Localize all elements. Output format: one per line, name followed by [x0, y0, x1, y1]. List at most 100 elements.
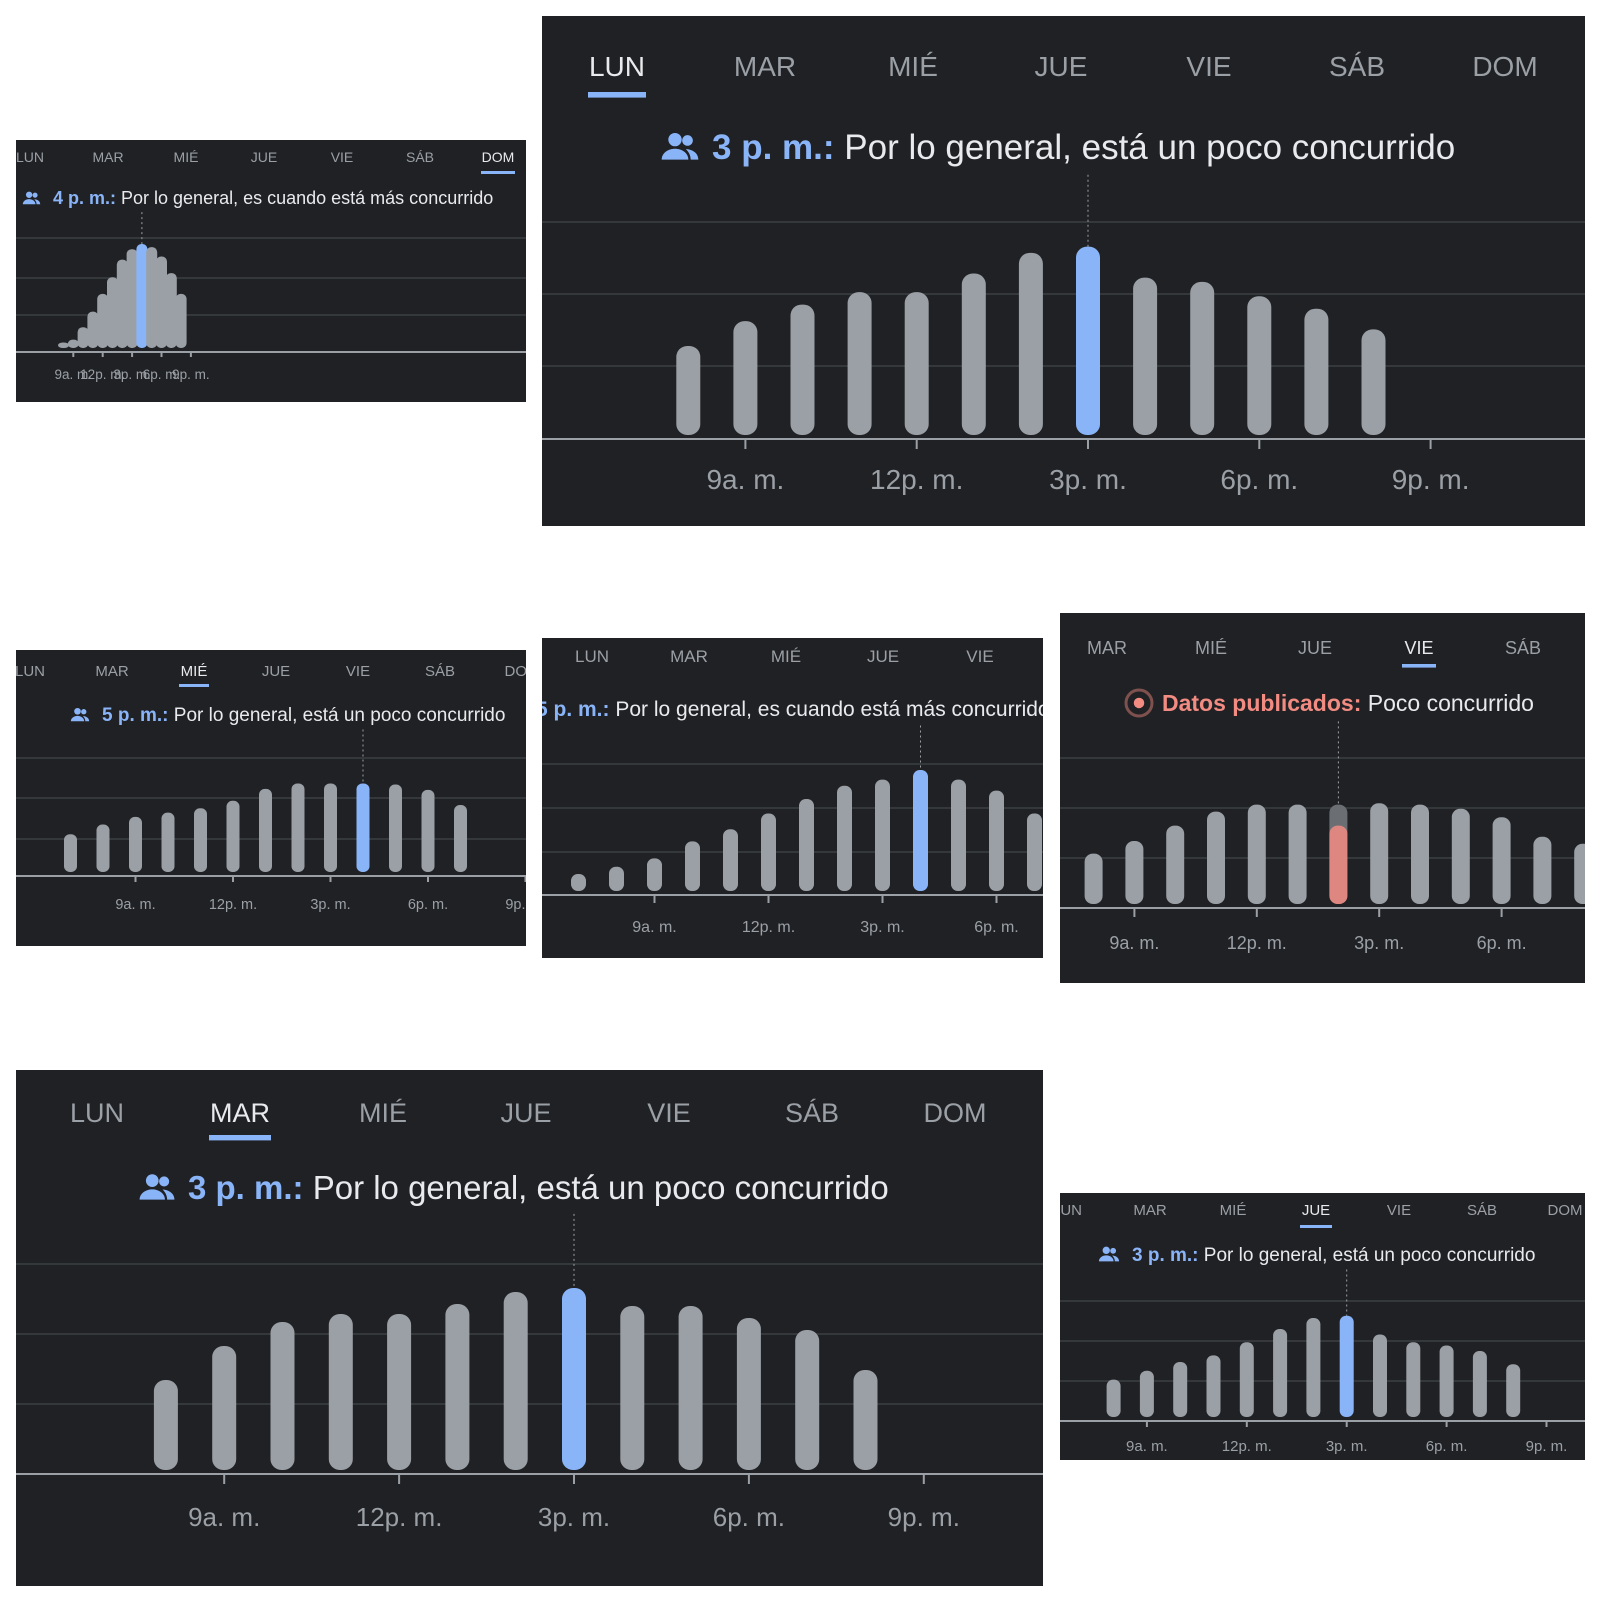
day-tab[interactable]: MIÉ	[1195, 638, 1227, 658]
bar[interactable]	[1373, 1334, 1387, 1418]
bar[interactable]	[175, 293, 187, 348]
bar[interactable]	[904, 292, 929, 435]
day-tab[interactable]: MIÉ	[181, 663, 208, 680]
bar-highlight[interactable]	[356, 783, 370, 872]
day-tab[interactable]: LUN	[16, 663, 45, 680]
bar[interactable]	[77, 327, 89, 348]
bar[interactable]	[961, 273, 986, 435]
bar[interactable]	[761, 813, 776, 891]
bar[interactable]	[676, 345, 701, 435]
bar[interactable]	[107, 277, 118, 348]
day-tab[interactable]: MAR	[95, 663, 129, 680]
day-tab[interactable]: JUE	[262, 663, 290, 680]
bar-highlight[interactable]	[562, 1288, 586, 1470]
bar[interactable]	[1139, 1370, 1154, 1417]
day-tab[interactable]: SÁB	[1505, 638, 1541, 658]
day-tab[interactable]: VIE	[346, 663, 370, 680]
bar[interactable]	[875, 779, 890, 891]
day-tab[interactable]: JUE	[1298, 638, 1332, 658]
day-tab[interactable]: MIÉ	[174, 149, 199, 165]
bar[interactable]	[685, 841, 700, 891]
bar[interactable]	[678, 1306, 703, 1470]
bar[interactable]	[58, 342, 69, 349]
bar[interactable]	[129, 816, 142, 872]
bar-highlight[interactable]	[136, 244, 148, 348]
bar[interactable]	[1411, 804, 1429, 904]
day-tab[interactable]: LUN	[589, 51, 645, 82]
bar[interactable]	[161, 812, 175, 872]
day-tab[interactable]: VIE	[331, 149, 354, 165]
day-tab[interactable]: DOM	[924, 1098, 987, 1128]
bar[interactable]	[1492, 817, 1511, 904]
bar[interactable]	[1133, 277, 1158, 435]
bar[interactable]	[270, 1322, 295, 1470]
live-bar[interactable]	[1329, 825, 1348, 904]
bar[interactable]	[1306, 1318, 1321, 1417]
day-tab[interactable]: DOM	[1548, 1202, 1583, 1219]
day-tab[interactable]: MAR	[92, 149, 123, 165]
bar[interactable]	[387, 1314, 412, 1470]
bar[interactable]	[64, 834, 77, 872]
bar[interactable]	[1288, 804, 1307, 904]
bar[interactable]	[445, 1304, 470, 1470]
day-tab[interactable]: MIÉ	[771, 647, 801, 666]
day-tab[interactable]: SÁB	[406, 149, 434, 165]
bar[interactable]	[156, 256, 167, 348]
day-tab[interactable]: MAR	[210, 1098, 270, 1128]
bar[interactable]	[1106, 1379, 1121, 1417]
day-tab[interactable]: MIÉ	[359, 1098, 407, 1128]
bar[interactable]	[153, 1380, 178, 1470]
day-tab[interactable]: VIE	[1387, 1202, 1411, 1219]
day-tab[interactable]: VIE	[1404, 638, 1433, 658]
bar[interactable]	[97, 293, 109, 348]
bar[interactable]	[165, 273, 177, 348]
bar[interactable]	[194, 808, 207, 872]
bar[interactable]	[1247, 804, 1266, 904]
bar[interactable]	[146, 247, 158, 348]
day-tab[interactable]: DOM	[505, 663, 527, 680]
day-tab[interactable]: LUN	[70, 1098, 124, 1128]
bar[interactable]	[96, 824, 110, 872]
day-tab[interactable]: MAR	[670, 647, 708, 666]
bar[interactable]	[733, 321, 758, 435]
bar[interactable]	[1472, 1351, 1487, 1417]
day-tab[interactable]: LUN	[1060, 1202, 1082, 1219]
bar[interactable]	[795, 1330, 820, 1470]
bar[interactable]	[1239, 1342, 1254, 1417]
day-tab[interactable]: MIÉ	[1220, 1202, 1247, 1219]
day-tab[interactable]: SÁB	[1467, 1202, 1497, 1219]
bar[interactable]	[1273, 1329, 1288, 1417]
day-tab[interactable]: DOM	[482, 149, 515, 165]
day-tab[interactable]: SÁB	[425, 663, 455, 680]
bar[interactable]	[790, 304, 815, 435]
bar[interactable]	[951, 779, 966, 891]
bar[interactable]	[989, 790, 1004, 891]
bar-highlight[interactable]	[913, 770, 928, 891]
bar[interactable]	[1027, 813, 1042, 891]
bar[interactable]	[421, 789, 435, 872]
bar[interactable]	[1018, 252, 1043, 435]
day-tab[interactable]: VIE	[647, 1098, 691, 1128]
bar[interactable]	[1506, 1364, 1521, 1417]
bar-highlight[interactable]	[1076, 246, 1100, 435]
bar[interactable]	[1207, 811, 1225, 904]
bar[interactable]	[503, 1292, 528, 1470]
bar[interactable]	[847, 292, 872, 435]
bar[interactable]	[126, 249, 138, 348]
day-tab[interactable]: MAR	[1087, 638, 1127, 658]
day-tab[interactable]: MAR	[1133, 1202, 1167, 1219]
bar[interactable]	[324, 783, 337, 872]
bar[interactable]	[1451, 808, 1470, 904]
bar[interactable]	[291, 783, 305, 872]
bar[interactable]	[736, 1318, 761, 1470]
bar[interactable]	[454, 805, 467, 872]
day-tab[interactable]: VIE	[966, 647, 993, 666]
bar[interactable]	[620, 1306, 645, 1470]
bar[interactable]	[328, 1314, 353, 1470]
day-tab[interactable]: SÁB	[1329, 51, 1385, 82]
day-tab[interactable]: LUN	[575, 647, 609, 666]
bar[interactable]	[87, 311, 99, 348]
day-tab[interactable]: DOM	[1472, 51, 1537, 82]
bar[interactable]	[226, 800, 240, 872]
day-tab[interactable]: MIÉ	[888, 51, 938, 82]
